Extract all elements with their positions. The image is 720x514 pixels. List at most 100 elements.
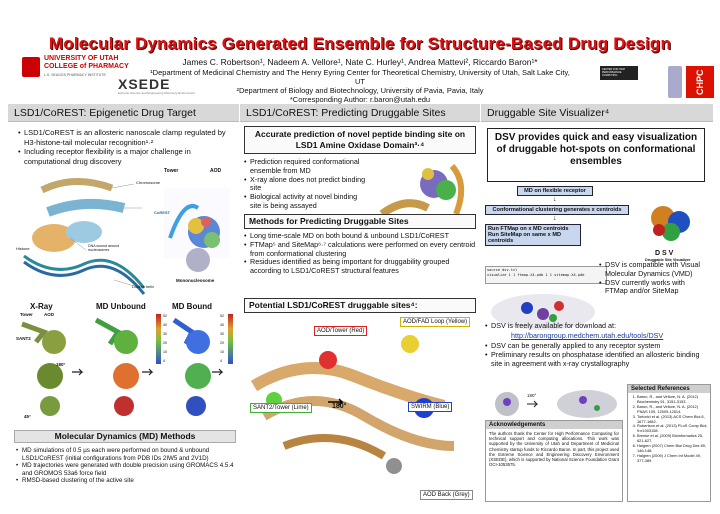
chpc-box-logo: CENTER FOR HIGH PERFORMANCE COMPUTING <box>600 66 638 80</box>
column-epigenetic: LSD1/CoREST: Epigenetic Drug Target LSD1… <box>8 104 239 502</box>
panel-unbound-title: MD Unbound <box>96 302 146 311</box>
list-item: MD trajectories were generated with doub… <box>16 462 236 477</box>
flow-step-sitemap: Run SiteMap on same x MD centroids <box>488 232 562 244</box>
tick-label: 10 <box>163 350 167 354</box>
tick-label: 52 <box>220 314 224 318</box>
flow-step-ftmap: Run FTMap on x MD centroids <box>488 226 569 232</box>
dsv-logo <box>651 206 690 241</box>
flow-step-md: MD on flexible receptor <box>517 186 593 196</box>
methods-bullets: Long time-scale MD on both bound & unbou… <box>244 231 476 276</box>
label-dna-wound: DNA wound around nucleosomes <box>88 244 120 252</box>
references-heading: Selected References <box>628 385 710 393</box>
code-line: source dsv.tcl <box>487 268 518 272</box>
list-item: Long time-scale MD on both bound & unbou… <box>244 231 476 241</box>
panel-label-sant2: SANT2 <box>16 336 31 341</box>
tick-label: 40 <box>220 323 224 327</box>
list-item: Prediction required conformational ensem… <box>244 157 368 176</box>
bound-colorbar-ticks: 52 40 30 20 10 4 <box>220 312 224 366</box>
label-tower: Tower <box>164 168 179 174</box>
label-mononucleosome: Mononucleosome <box>176 278 215 283</box>
unbound-colorbar-ticks: 52 40 30 20 10 4 <box>163 312 167 366</box>
finding-bullets: Prediction required conformational ensem… <box>244 157 368 211</box>
building-photo-icon <box>668 66 682 98</box>
list-item: MD simulations of 0.5 µs each were perfo… <box>16 447 236 462</box>
tick-label: 10 <box>220 350 224 354</box>
label-chromosome: Chromosome <box>136 180 161 185</box>
affiliation-1: ¹Department of Medicinal Chemistry and T… <box>150 68 570 86</box>
list-item: DSV is freely available for download at: <box>485 321 709 331</box>
panel-label-tower: Tower <box>20 312 33 317</box>
list-item: Biological activity at novel binding sit… <box>244 192 368 211</box>
university-seal-icon <box>22 57 40 77</box>
list-item: FTMap⁵ and SiteMap⁶·⁷ calculations were … <box>244 240 476 259</box>
site-sant2-tower: SANT2/Tower (Lime) <box>250 403 312 413</box>
author-block: James C. Robertson¹, Nadeem A. Vellore¹,… <box>150 57 570 104</box>
chromatin-illustration <box>23 177 230 295</box>
acknowledgements-text: The authors thank the Center for High Pe… <box>489 431 619 468</box>
panel-label-rotation-45: 45° <box>24 414 31 419</box>
panel-label-rotation-180: 180° <box>56 362 66 367</box>
site-swirm: SWIRM (Blue) <box>408 402 453 412</box>
column-1-bullets: LSD1/CoREST is an allosteric nanoscale c… <box>18 128 238 166</box>
column-2-heading: LSD1/CoREST: Predicting Druggable Sites <box>240 104 480 122</box>
list-item: X-ray alone does not predict binding sit… <box>244 175 368 194</box>
chpc-logo: CHPC <box>686 66 714 98</box>
reference-item: Baron, R., and Vellore, N. A. (2012) PNA… <box>637 404 708 415</box>
flow-arrow-icon: ↓ <box>553 196 557 203</box>
column-1-heading: LSD1/CoREST: Epigenetic Drug Target <box>8 104 239 122</box>
author-names: James C. Robertson¹, Nadeem A. Vellore¹,… <box>182 57 538 67</box>
druggable-sites-heading: Potential LSD1/CoREST druggable sites⁴: <box>244 298 476 313</box>
site-aod-fad-loop: AOD/FAD Loop (Yellow) <box>400 317 471 327</box>
phosphatase-rotation-label: 180° <box>527 393 537 398</box>
tick-label: 52 <box>163 314 167 318</box>
panel-label-aod: AOD <box>44 312 54 317</box>
dsv-download-link[interactable]: http://barongroup.medchem.utah.edu/tools… <box>511 331 664 340</box>
phosphatase-figure <box>495 390 617 418</box>
flow-step-run: Run FTMap on x MD centroids Run SiteMap … <box>485 224 581 246</box>
site-aod-back: AOD Back (Grey) <box>420 490 473 500</box>
tick-label: 20 <box>163 341 167 345</box>
list-item: DSV is compatible with Visual Molecular … <box>599 260 709 279</box>
dsv-more-bullets: DSV can be generally applied to any rece… <box>485 341 709 369</box>
site-aod-tower: AOD/Tower (Red) <box>314 326 368 336</box>
rotation-label: 180° <box>332 403 347 410</box>
dsv-code-snippet: source dsv.tcl visualize 1 1 ftmap-X4.pdb… <box>485 266 607 284</box>
label-aod: AOD <box>210 168 222 174</box>
list-item: DSV currently works with FTMap and/or Si… <box>599 278 709 297</box>
tick-label: 4 <box>163 359 165 363</box>
label-double-helix: Double helix <box>132 284 155 289</box>
panel-xray-title: X-Ray <box>30 302 53 311</box>
md-methods-heading: Molecular Dynamics (MD) Methods <box>14 430 236 443</box>
poster-title: Molecular Dynamics Generated Ensemble fo… <box>48 34 672 53</box>
chromatin-figure: Chromosome Histone DNA wound around nucl… <box>14 168 236 308</box>
list-item: Including receptor flexibility is a majo… <box>18 147 238 166</box>
reference-item: Brenke et al. (2009) Bioinformatics 25, … <box>637 433 708 444</box>
column-3-heading: Druggable Site Visualizer⁴ <box>481 104 713 122</box>
logo-college: COLLEGE of PHARMACY <box>44 63 129 70</box>
reference-item: Robertson et al. (2013) PLoS Comp Biol, … <box>637 424 708 434</box>
reference-item: Baron, R., and Vellore, N. A. (2012) Bio… <box>637 394 708 405</box>
md-methods-bullets: MD simulations of 0.5 µs each were perfo… <box>16 447 236 485</box>
tick-label: 30 <box>163 332 167 336</box>
label-corest: CoREST <box>154 210 170 215</box>
acknowledgements-heading: Acknowledgements <box>486 421 622 429</box>
finding-heading: Accurate prediction of novel peptide bin… <box>244 126 476 154</box>
code-line: visualize 1 1 ftmap-X4.pdb 1 1 sitemap-X… <box>487 273 585 277</box>
xsede-subtitle: Extreme Science and Engineering Discover… <box>118 91 196 95</box>
ensemble-panels: X-Ray MD Unbound MD Bound <box>14 302 236 427</box>
reference-item: Halgren (2007) Chem Biol Drug Des 69, 14… <box>637 443 708 454</box>
corresponding-author: *Corresponding Author: r.baron@utah.edu <box>289 95 431 104</box>
dsv-availability: DSV is freely available for download at: <box>485 321 709 331</box>
tick-label: 20 <box>220 341 224 345</box>
list-item: Residues identified as being important f… <box>244 258 476 276</box>
list-item: Preliminary results on phosphatase ident… <box>485 350 709 369</box>
column-predicting: LSD1/CoREST: Predicting Druggable Sites … <box>240 104 480 502</box>
methods-heading: Methods for Predicting Druggable Sites <box>244 214 476 229</box>
affiliation-2: ²Department of Biology and Biotechnology… <box>236 86 484 95</box>
dsv-compat-bullets: DSV is compatible with Visual Molecular … <box>599 260 709 297</box>
dsv-logo-label: D S V <box>655 250 674 257</box>
list-item: RMSD-based clustering of the active site <box>16 477 236 485</box>
reference-item: Tortorici et al. (2013) ACS Chem Biol 8,… <box>637 414 708 425</box>
references-box: Selected References Baron, R., and Vello… <box>627 384 711 502</box>
list-item: LSD1/CoREST is an allosteric nanoscale c… <box>18 128 238 147</box>
